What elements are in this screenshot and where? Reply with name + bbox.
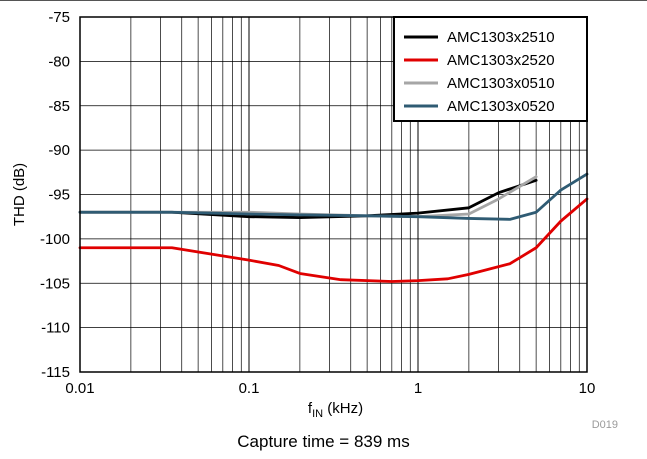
y-tick-label: -90 — [48, 142, 70, 159]
y-tick-label: -105 — [40, 275, 70, 292]
x-tick-label: 1 — [414, 380, 422, 397]
plot-frame — [79, 16, 588, 373]
x-tick-label: 0.01 — [65, 380, 94, 397]
capture-time-caption: Capture time = 839 ms — [237, 432, 410, 451]
y-tick-label: -75 — [48, 9, 70, 26]
y-tick-label: -110 — [41, 320, 70, 337]
y-tick-label: -80 — [48, 53, 70, 70]
legend-label: AMC1303x0520 — [447, 98, 555, 115]
y-tick-label: -100 — [40, 231, 70, 248]
top-rule — [0, 0, 647, 1]
y-tick-label: -85 — [48, 98, 70, 115]
legend-box — [393, 16, 588, 122]
x-tick-label: 10 — [579, 380, 596, 397]
y-axis-label: THD (dB) — [11, 163, 28, 226]
y-tick-label: -95 — [48, 187, 70, 204]
series-line-1 — [78, 197, 589, 283]
figure-id-label: D019 — [592, 419, 618, 430]
series-line-3 — [78, 172, 589, 221]
x-tick-label: 0.1 — [239, 380, 260, 397]
x-axis-label: fIN (kHz) — [308, 400, 363, 420]
legend-label: AMC1303x0510 — [447, 75, 555, 92]
y-tick-label: -115 — [41, 364, 70, 381]
legend-label: AMC1303x2520 — [447, 52, 555, 69]
legend-label: AMC1303x2510 — [447, 29, 555, 46]
